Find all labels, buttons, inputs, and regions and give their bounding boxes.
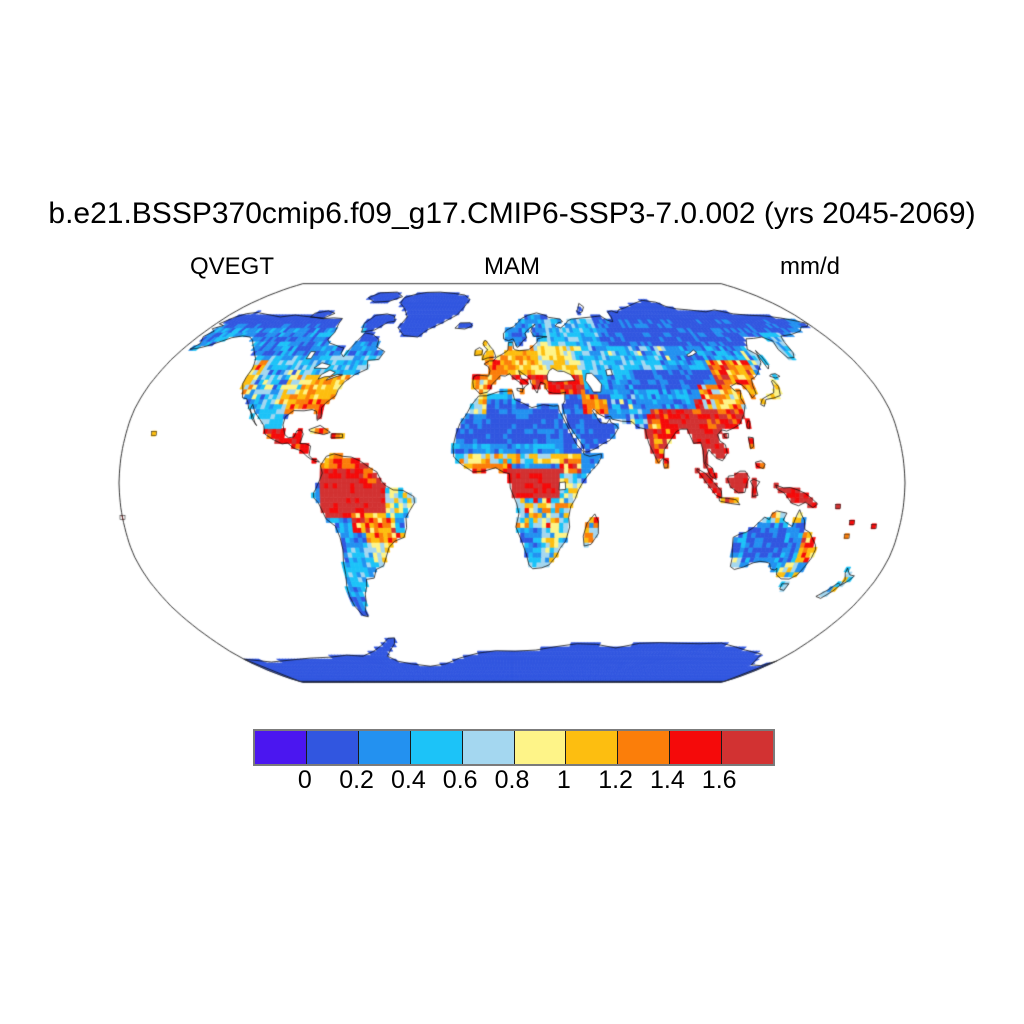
colorbar-tick: 1.2 [598,766,633,794]
colorbar-tick-labels: 0 0.2 0.4 0.6 0.8 1 1.2 1.4 1.6 [253,766,771,796]
colorbar-tick: 0.8 [494,766,530,794]
colorbar-tick: 1 [556,766,571,794]
colorbar-box-2 [357,731,410,764]
colorbar-box-6 [565,731,618,764]
colorbar-tick: 0.2 [339,766,374,794]
colorbar-tick: 1.4 [650,766,685,794]
colorbar-tick: 1.6 [701,766,737,794]
colorbar-box-5 [513,731,566,764]
colorbar-box-0 [255,731,306,764]
colorbar [253,729,775,766]
colorbar-box-7 [617,731,670,764]
colorbar-tick: 0.4 [391,766,426,794]
colorbar-box-9 [721,731,774,764]
colorbar-box-1 [305,731,358,764]
colorbar-box-3 [409,731,462,764]
colorbar-box-4 [461,731,514,764]
colorbar-box-8 [669,731,722,764]
colorbar-tick: 0 [297,766,312,794]
colorbar-tick: 0.6 [442,766,478,794]
